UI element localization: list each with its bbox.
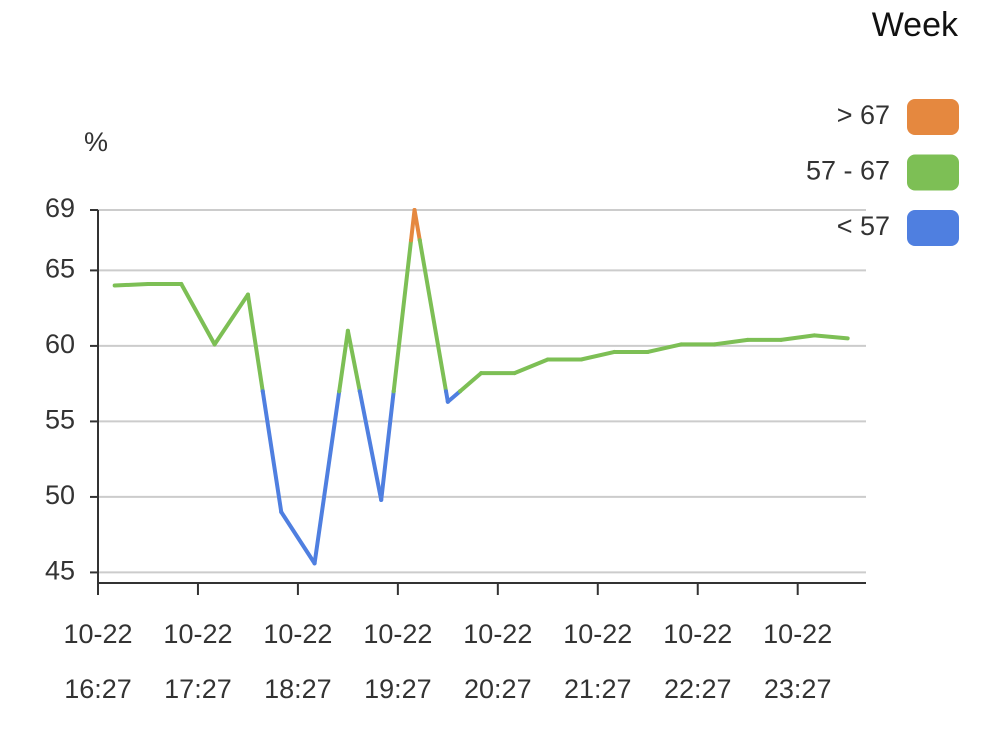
line-segment	[279, 510, 317, 566]
line-segment	[212, 292, 250, 347]
line-segment	[260, 389, 284, 515]
line-segment	[579, 349, 617, 362]
x-tick-label: 10-22 17:27	[163, 619, 233, 704]
line-segment	[512, 357, 550, 376]
y-tick-label: 60	[45, 329, 75, 359]
x-tick-label: 10-22 21:27	[563, 619, 633, 704]
x-tick-label: 10-22 23:27	[763, 619, 833, 704]
y-tick-label: 50	[45, 480, 75, 510]
y-tick-label: 45	[45, 556, 75, 586]
line-segment	[379, 389, 396, 502]
x-tick-label: 10-22 22:27	[663, 619, 733, 704]
line-segment	[445, 389, 463, 404]
legend-swatch	[907, 154, 959, 191]
line-segment	[417, 238, 449, 394]
y-tick-label: 55	[45, 405, 75, 435]
line-segment	[712, 337, 750, 347]
x-tick-label: 10-22 19:27	[363, 619, 433, 704]
line-segment	[245, 292, 265, 394]
line-segment	[412, 208, 422, 243]
legend-label: > 67	[837, 100, 890, 130]
y-tick-label: 65	[45, 254, 75, 284]
line-segment	[357, 389, 384, 502]
line-segment	[345, 328, 362, 394]
line-segment	[179, 281, 217, 347]
x-tick-label: 10-22 20:27	[463, 619, 533, 704]
x-tick-label: 10-22 18:27	[263, 619, 333, 704]
x-tick-label: 10-22 16:27	[63, 619, 133, 704]
legend-swatch	[907, 99, 959, 135]
line-segment	[812, 333, 850, 341]
line-segment	[779, 333, 817, 342]
line-segment	[112, 281, 150, 288]
line-segment	[312, 389, 342, 566]
line-segment	[337, 328, 350, 394]
legend-label: 57 - 67	[806, 156, 890, 186]
line-segment	[391, 238, 414, 394]
legend-swatch	[907, 210, 959, 246]
chart-title: Week	[872, 6, 959, 44]
line-segment	[645, 342, 684, 354]
legend-label: < 57	[837, 211, 890, 241]
line-segment	[458, 371, 484, 394]
y-axis-label: %	[84, 127, 108, 157]
y-tick-label: 69	[45, 193, 75, 223]
